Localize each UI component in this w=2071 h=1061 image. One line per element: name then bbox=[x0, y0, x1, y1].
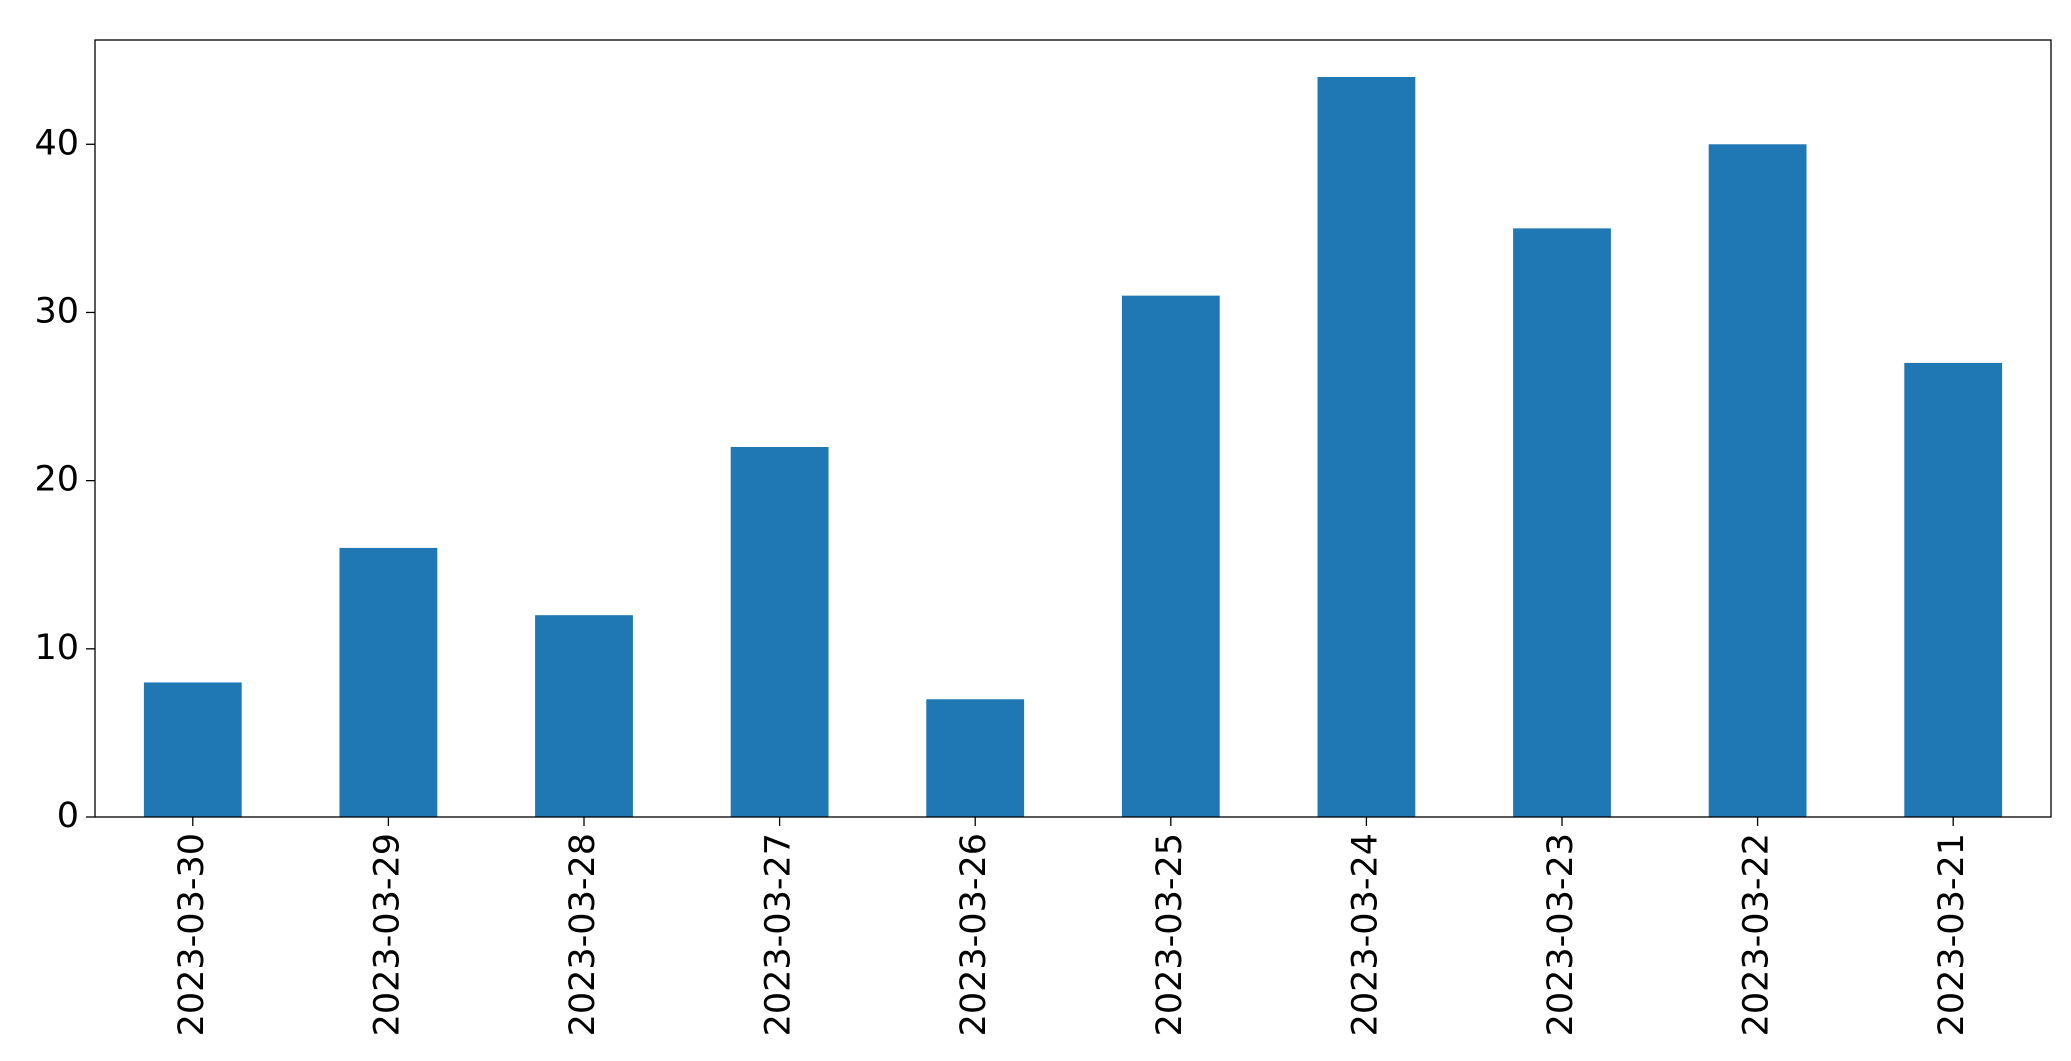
bar bbox=[1904, 362, 2003, 817]
x-tick-label: 2023-03-23 bbox=[1541, 833, 1581, 1036]
bar bbox=[1121, 295, 1220, 817]
bar bbox=[1708, 144, 1807, 818]
x-tick-label: 2023-03-30 bbox=[172, 833, 212, 1036]
x-tick-label: 2023-03-21 bbox=[1932, 833, 1972, 1036]
x-tick-label: 2023-03-24 bbox=[1345, 833, 1385, 1036]
bar bbox=[535, 615, 633, 817]
bar bbox=[143, 682, 242, 817]
x-tick-label: 2023-03-26 bbox=[954, 833, 994, 1036]
y-tick-label: 40 bbox=[34, 123, 79, 163]
bar bbox=[1513, 228, 1611, 817]
bar bbox=[926, 699, 1025, 817]
y-tick-label: 30 bbox=[34, 291, 79, 331]
x-tick-label: 2023-03-22 bbox=[1737, 833, 1777, 1036]
bar bbox=[730, 447, 829, 817]
y-tick-label: 20 bbox=[34, 460, 79, 500]
x-tick-label: 2023-03-27 bbox=[759, 833, 799, 1036]
plot-frame bbox=[94, 39, 2052, 818]
bar bbox=[1317, 77, 1416, 817]
x-tick-label: 2023-03-29 bbox=[367, 833, 407, 1036]
x-tick-label: 2023-03-25 bbox=[1150, 833, 1190, 1036]
y-tick-label: 10 bbox=[34, 628, 79, 668]
y-tick-label: 0 bbox=[57, 796, 79, 836]
bar bbox=[339, 547, 438, 817]
x-tick-label: 2023-03-28 bbox=[563, 833, 603, 1036]
